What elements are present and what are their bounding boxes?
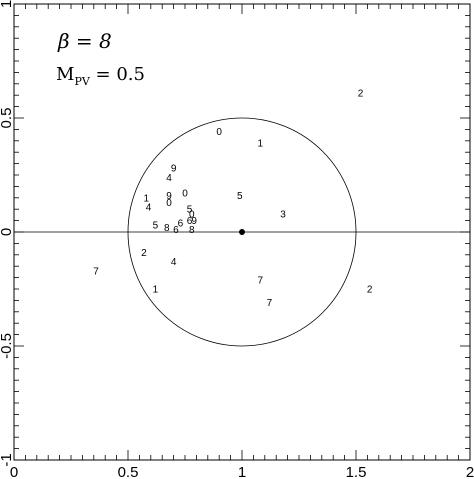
data-point-label: 7 <box>93 266 99 277</box>
data-point-label: 2 <box>141 248 147 259</box>
data-point-label: 0 <box>189 209 195 220</box>
center-point <box>239 229 245 235</box>
data-point-label: 0 <box>182 189 188 200</box>
x-tick-label: 1.5 <box>346 464 367 479</box>
data-point-label: 8 <box>189 225 195 236</box>
data-point-label: 1 <box>257 139 263 150</box>
data-point-label: 7 <box>267 298 273 309</box>
data-point-label: 4 <box>171 257 177 268</box>
data-point-label: 2 <box>367 285 373 296</box>
y-tick-label: 0.5 <box>0 108 15 129</box>
x-tick-label: 0.5 <box>118 464 139 479</box>
y-tick-label: 0 <box>0 228 15 236</box>
y-tick-label: -0.5 <box>0 333 15 359</box>
y-tick-label: 1 <box>0 0 15 8</box>
data-point-label: 9 <box>191 216 197 227</box>
data-point-label: 6 <box>178 218 184 229</box>
data-point-label: 9 <box>166 191 172 202</box>
data-point-label: 3 <box>280 209 286 220</box>
x-tick-label: 0 <box>10 464 18 479</box>
data-point-label: 1 <box>143 193 149 204</box>
data-point-label: 0 <box>216 127 222 138</box>
x-tick-label: 2 <box>466 464 474 479</box>
x-tick-label: 1 <box>238 464 246 479</box>
beta-annotation: β = 8 <box>57 29 112 53</box>
data-point-label: 9 <box>171 164 177 175</box>
mpv-subscript: PV <box>74 75 90 88</box>
data-point-label: 0 <box>166 198 172 209</box>
data-point-label: 6 <box>173 225 179 236</box>
mpv-main: M <box>56 64 74 85</box>
data-point-label: 4 <box>146 202 152 213</box>
y-tick-label: -1 <box>0 453 15 466</box>
mpv-annotation: MPV = 0.5 <box>56 64 145 88</box>
data-point-label: 8 <box>164 223 170 234</box>
data-point-label: 4 <box>166 173 172 184</box>
data-point-label: 7 <box>257 275 263 286</box>
data-point-label: 2 <box>358 88 364 99</box>
data-point-label: 5 <box>153 221 159 232</box>
mpv-value: = 0.5 <box>90 64 145 85</box>
data-point-label: 5 <box>187 205 193 216</box>
data-point-label: 5 <box>237 191 243 202</box>
data-point-label: 1 <box>153 285 159 296</box>
data-point-label: 6 <box>187 216 193 227</box>
